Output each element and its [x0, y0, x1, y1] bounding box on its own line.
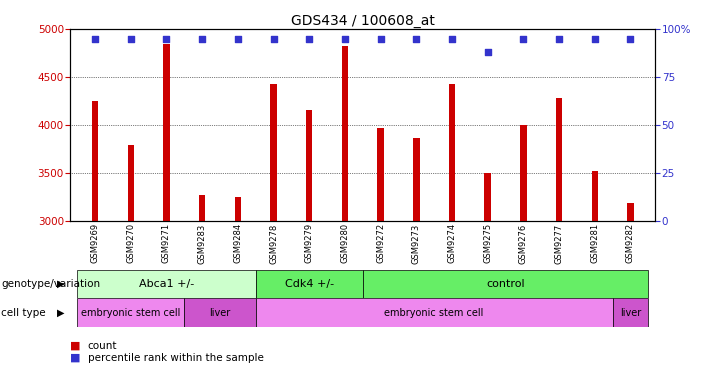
Text: GSM9283: GSM9283: [198, 223, 207, 264]
Text: ▶: ▶: [57, 279, 64, 289]
Text: liver: liver: [620, 307, 641, 318]
Bar: [520, 125, 526, 221]
Bar: [556, 98, 562, 221]
Bar: [199, 194, 205, 221]
Point: [447, 36, 458, 42]
Bar: [377, 128, 384, 221]
Point: [518, 36, 529, 42]
Text: GSM9272: GSM9272: [376, 223, 385, 264]
Point: [90, 36, 101, 42]
Bar: [413, 138, 419, 221]
Text: GSM9278: GSM9278: [269, 223, 278, 264]
Text: GSM9269: GSM9269: [90, 223, 100, 264]
Point: [268, 36, 279, 42]
Bar: [77, 298, 184, 327]
Text: ■: ■: [70, 353, 81, 363]
Bar: [163, 44, 170, 221]
Point: [375, 36, 386, 42]
Text: Abca1 +/-: Abca1 +/-: [139, 279, 194, 289]
Bar: [92, 101, 98, 221]
Point: [554, 36, 565, 42]
Bar: [484, 173, 491, 221]
Point: [232, 36, 243, 42]
Text: control: control: [486, 279, 525, 289]
Bar: [184, 298, 256, 327]
Point: [125, 36, 137, 42]
Bar: [235, 197, 241, 221]
Text: GSM9277: GSM9277: [554, 223, 564, 264]
Text: GSM9270: GSM9270: [126, 223, 135, 264]
Text: embryonic stem cell: embryonic stem cell: [384, 307, 484, 318]
Text: embryonic stem cell: embryonic stem cell: [81, 307, 180, 318]
Bar: [449, 84, 455, 221]
Bar: [613, 298, 648, 327]
Text: percentile rank within the sample: percentile rank within the sample: [88, 353, 264, 363]
Text: Cdk4 +/-: Cdk4 +/-: [285, 279, 334, 289]
Text: liver: liver: [210, 307, 231, 318]
Title: GDS434 / 100608_at: GDS434 / 100608_at: [291, 14, 435, 28]
Text: GSM9281: GSM9281: [590, 223, 599, 264]
Bar: [363, 270, 648, 298]
Point: [482, 49, 494, 55]
Bar: [256, 298, 613, 327]
Point: [339, 36, 350, 42]
Point: [411, 36, 422, 42]
Text: ■: ■: [70, 341, 81, 351]
Text: genotype/variation: genotype/variation: [1, 279, 100, 289]
Text: GSM9271: GSM9271: [162, 223, 171, 264]
Bar: [592, 171, 598, 221]
Text: GSM9274: GSM9274: [447, 223, 456, 264]
Text: GSM9279: GSM9279: [305, 223, 314, 264]
Bar: [341, 46, 348, 221]
Point: [589, 36, 600, 42]
Text: ▶: ▶: [57, 307, 64, 318]
Bar: [128, 145, 134, 221]
Bar: [627, 203, 634, 221]
Point: [625, 36, 636, 42]
Text: cell type: cell type: [1, 307, 46, 318]
Text: count: count: [88, 341, 117, 351]
Text: GSM9284: GSM9284: [233, 223, 243, 264]
Bar: [256, 270, 363, 298]
Text: GSM9280: GSM9280: [341, 223, 349, 264]
Point: [304, 36, 315, 42]
Bar: [306, 110, 313, 221]
Text: GSM9273: GSM9273: [411, 223, 421, 264]
Point: [196, 36, 207, 42]
Text: GSM9276: GSM9276: [519, 223, 528, 264]
Bar: [77, 270, 256, 298]
Text: GSM9282: GSM9282: [626, 223, 635, 264]
Point: [161, 36, 172, 42]
Bar: [271, 84, 277, 221]
Text: GSM9275: GSM9275: [483, 223, 492, 264]
